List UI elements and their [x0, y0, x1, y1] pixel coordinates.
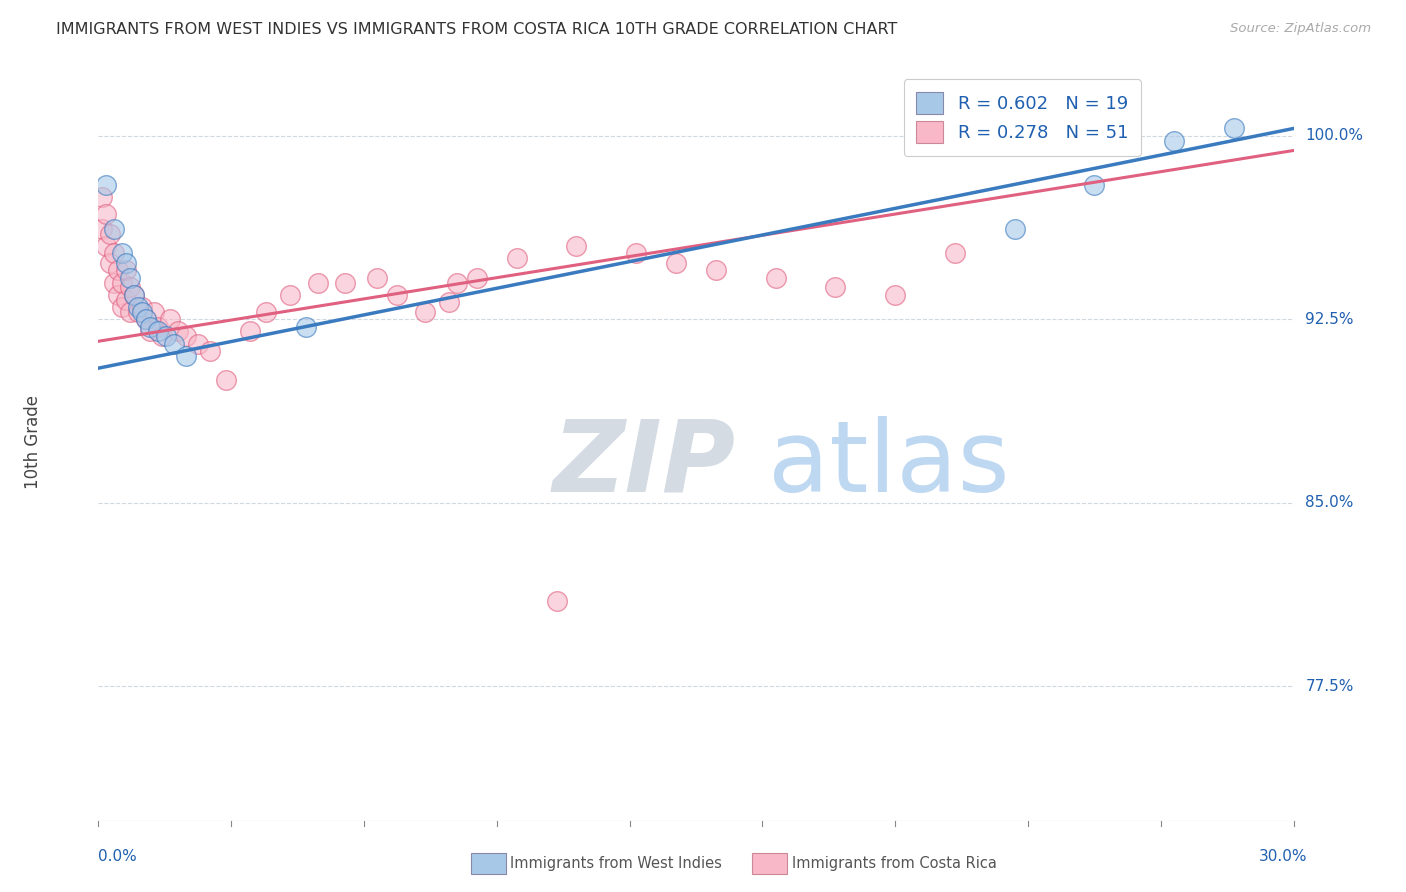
Point	[506, 251, 529, 265]
Point	[155, 329, 177, 343]
Point	[1163, 134, 1185, 148]
Point	[91, 221, 114, 235]
Point	[131, 305, 153, 319]
Point	[465, 270, 488, 285]
Point	[765, 270, 787, 285]
Point	[1223, 121, 1246, 136]
Point	[120, 270, 142, 285]
Text: atlas: atlas	[768, 416, 1010, 513]
Point	[307, 276, 329, 290]
Text: 10th Grade: 10th Grade	[24, 394, 42, 489]
Point	[335, 276, 357, 290]
Text: Source: ZipAtlas.com: Source: ZipAtlas.com	[1230, 22, 1371, 36]
Point	[148, 319, 170, 334]
Point	[96, 239, 118, 253]
Point	[198, 344, 221, 359]
Point	[148, 325, 170, 339]
Point	[96, 207, 118, 221]
Point	[127, 300, 149, 314]
Text: Immigrants from West Indies: Immigrants from West Indies	[510, 856, 723, 871]
Point	[1004, 221, 1026, 235]
Point	[943, 246, 966, 260]
Point	[278, 287, 301, 301]
Point	[115, 256, 138, 270]
Point	[98, 256, 122, 270]
Point	[437, 295, 460, 310]
Point	[115, 263, 138, 277]
Point	[127, 305, 149, 319]
Point	[385, 287, 409, 301]
Point	[131, 300, 153, 314]
Point	[215, 373, 238, 387]
Point	[120, 305, 142, 319]
Point	[150, 329, 173, 343]
Point	[103, 246, 125, 260]
Point	[111, 246, 134, 260]
Point	[294, 319, 316, 334]
Point	[124, 287, 146, 301]
Point	[366, 270, 388, 285]
Point	[174, 329, 197, 343]
Point	[111, 276, 134, 290]
Point	[704, 263, 727, 277]
Point	[824, 280, 846, 294]
Point	[111, 300, 134, 314]
Text: IMMIGRANTS FROM WEST INDIES VS IMMIGRANTS FROM COSTA RICA 10TH GRADE CORRELATION: IMMIGRANTS FROM WEST INDIES VS IMMIGRANT…	[56, 22, 897, 37]
Point	[239, 325, 262, 339]
Point	[135, 312, 157, 326]
Point	[626, 246, 648, 260]
Point	[665, 256, 688, 270]
Text: 30.0%: 30.0%	[1260, 849, 1308, 864]
Point	[98, 227, 122, 241]
Point	[120, 280, 142, 294]
Point	[124, 287, 146, 301]
Text: 77.5%: 77.5%	[1306, 679, 1354, 694]
Text: 100.0%: 100.0%	[1306, 128, 1364, 144]
Point	[91, 190, 114, 204]
Text: Immigrants from Costa Rica: Immigrants from Costa Rica	[792, 856, 997, 871]
Text: 0.0%: 0.0%	[98, 849, 138, 864]
Text: 92.5%: 92.5%	[1306, 311, 1354, 326]
Legend: R = 0.602   N = 19, R = 0.278   N = 51: R = 0.602 N = 19, R = 0.278 N = 51	[904, 79, 1142, 155]
Point	[135, 312, 157, 326]
Point	[103, 221, 125, 235]
Point	[103, 276, 125, 290]
Point	[107, 287, 129, 301]
Point	[143, 305, 166, 319]
Point	[174, 349, 197, 363]
Point	[884, 287, 907, 301]
Point	[254, 305, 277, 319]
Point	[167, 325, 190, 339]
Point	[187, 336, 209, 351]
Point	[565, 239, 588, 253]
Point	[107, 263, 129, 277]
Point	[139, 325, 162, 339]
Point	[96, 178, 118, 192]
Point	[159, 312, 181, 326]
Point	[1083, 178, 1105, 192]
Point	[139, 319, 162, 334]
Text: 85.0%: 85.0%	[1306, 495, 1354, 510]
Point	[446, 276, 468, 290]
Point	[546, 593, 568, 607]
Point	[115, 293, 138, 307]
Point	[163, 336, 186, 351]
Point	[413, 305, 436, 319]
Text: ZIP: ZIP	[553, 416, 735, 513]
